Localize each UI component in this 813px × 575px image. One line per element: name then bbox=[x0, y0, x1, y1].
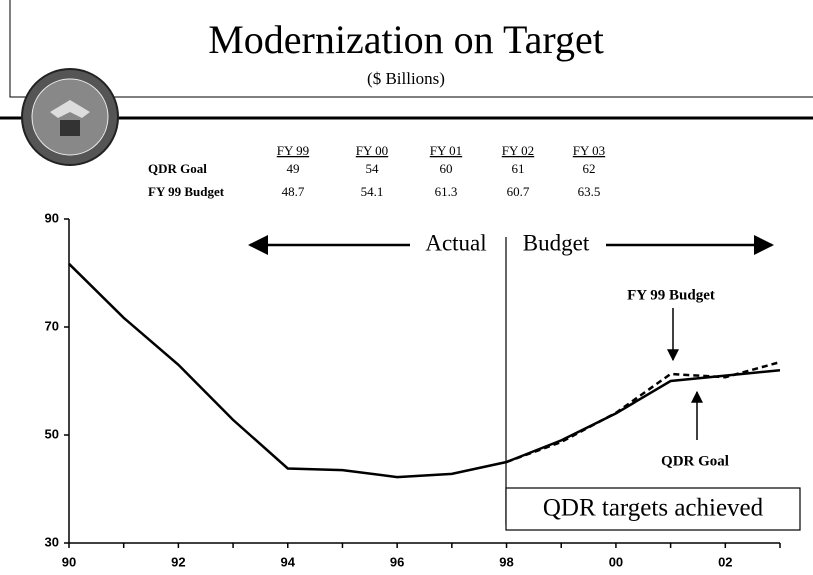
seal bbox=[21, 68, 119, 166]
table-header: FY 99 bbox=[277, 143, 309, 158]
table-cell: 48.7 bbox=[282, 184, 305, 199]
y-tick-label: 30 bbox=[45, 534, 59, 549]
x-tick-label: 98 bbox=[499, 554, 513, 569]
table-cell: 62 bbox=[583, 161, 596, 176]
annotation: QDR targets achieved bbox=[543, 495, 764, 522]
table-header: FY 00 bbox=[356, 143, 388, 158]
line-series bbox=[506, 360, 781, 464]
table-cell: 63.5 bbox=[578, 184, 601, 199]
x-tick-label: 92 bbox=[171, 554, 185, 569]
table-cell: 54 bbox=[366, 161, 380, 176]
table-header: FY 01 bbox=[430, 143, 462, 158]
table-cell: 61 bbox=[512, 161, 525, 176]
series-label: FY 99 Budget bbox=[627, 287, 715, 303]
header-frame bbox=[9, 0, 813, 98]
y-tick-label: 50 bbox=[45, 426, 59, 441]
row-label: QDR Goal bbox=[148, 161, 207, 176]
x-tick-label: 00 bbox=[609, 554, 623, 569]
table-header: FY 02 bbox=[502, 143, 534, 158]
table-cell: 60 bbox=[440, 161, 453, 176]
callout-box bbox=[505, 487, 801, 531]
y-tick-label: 90 bbox=[45, 210, 59, 225]
line-series bbox=[68, 262, 781, 479]
series-label: QDR Goal bbox=[661, 453, 729, 469]
table-cell: 54.1 bbox=[361, 184, 384, 199]
annotation: Actual bbox=[425, 230, 486, 255]
x-tick-label: 94 bbox=[281, 554, 296, 569]
x-tick-label: 96 bbox=[390, 554, 404, 569]
x-tick-label: 02 bbox=[718, 554, 732, 569]
table-cell: 61.3 bbox=[435, 184, 458, 199]
title: Modernization on Target bbox=[208, 17, 604, 62]
x-tick-label: 90 bbox=[62, 554, 76, 569]
row-label: FY 99 Budget bbox=[148, 184, 225, 199]
y-tick-label: 70 bbox=[45, 318, 59, 333]
table-cell: 49 bbox=[287, 161, 300, 176]
table-cell: 60.7 bbox=[507, 184, 530, 199]
annotation: Budget bbox=[523, 230, 590, 255]
subtitle: ($ Billions) bbox=[367, 69, 445, 88]
table-header: FY 03 bbox=[573, 143, 605, 158]
